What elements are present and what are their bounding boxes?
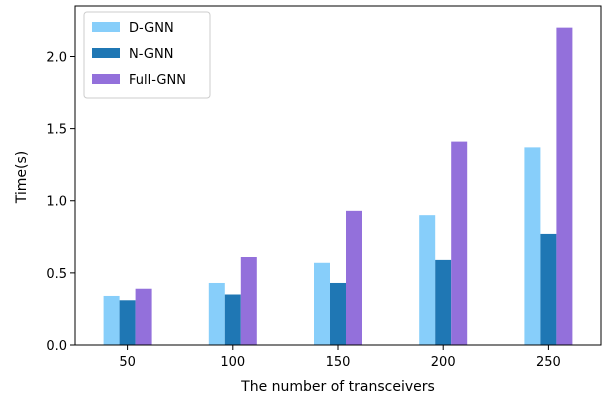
- y-tick-label: 1.0: [46, 195, 67, 210]
- legend-label-n-gnn: N-GNN: [129, 47, 173, 62]
- x-axis-label: The number of transceivers: [240, 379, 435, 395]
- y-tick-label: 0.0: [46, 339, 67, 354]
- bar-d-gnn-200: [419, 215, 436, 345]
- legend-swatch-d-gnn: [92, 22, 120, 32]
- x-tick-label: 250: [536, 355, 561, 370]
- x-tick-label: 200: [431, 355, 456, 370]
- axes-layer: 0.0 0.5 1.0 1.5 2.0 50 100 150 200 250: [46, 5, 602, 370]
- bar-n-gnn-150: [330, 282, 346, 345]
- bar-n-gnn-50: [119, 300, 136, 345]
- y-tick-label: 2.0: [46, 50, 67, 65]
- legend-label-d-gnn: D-GNN: [129, 21, 174, 36]
- bar-full-gnn-100: [240, 257, 257, 345]
- bar-d-gnn-50: [103, 295, 120, 345]
- bar-d-gnn-250: [524, 147, 541, 345]
- y-tick-label: 1.5: [46, 123, 67, 138]
- x-tick-label: 100: [220, 355, 245, 370]
- legend-swatch-full-gnn: [92, 74, 120, 84]
- bar-full-gnn-150: [346, 210, 362, 345]
- bar-n-gnn-100: [224, 294, 241, 345]
- x-tick-label: 50: [119, 355, 136, 370]
- bar-n-gnn-200: [435, 259, 452, 345]
- y-axis-label: Time(s): [14, 151, 30, 204]
- bar-d-gnn-100: [208, 282, 225, 345]
- bars-layer: [103, 27, 573, 345]
- legend-label-full-gnn: Full-GNN: [129, 73, 186, 88]
- bar-n-gnn-250: [540, 233, 557, 345]
- x-tick-label: 150: [326, 355, 351, 370]
- bar-full-gnn-200: [451, 141, 468, 345]
- y-tick-label: 0.5: [46, 267, 67, 282]
- bar-full-gnn-250: [556, 27, 573, 345]
- bar-d-gnn-150: [314, 262, 330, 345]
- legend: D-GNN N-GNN Full-GNN: [83, 11, 211, 99]
- bar-full-gnn-50: [135, 288, 152, 345]
- legend-swatch-n-gnn: [92, 48, 120, 58]
